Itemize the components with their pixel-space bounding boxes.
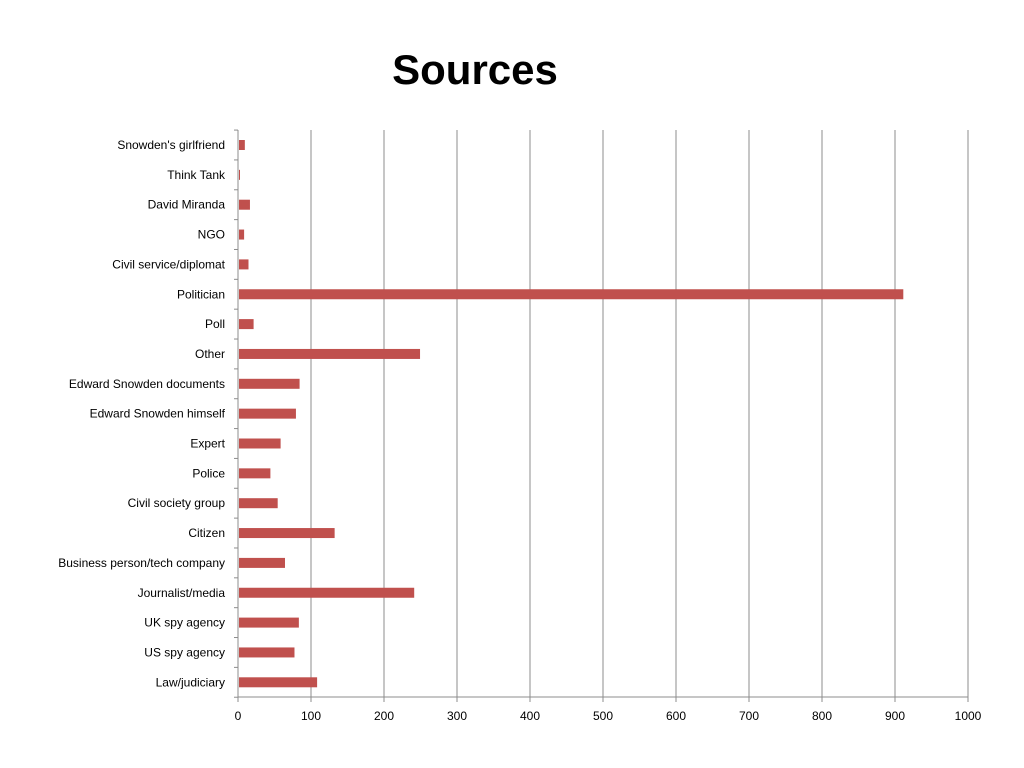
- x-tick-label: 400: [520, 709, 540, 723]
- bar: [239, 498, 278, 509]
- bar: [239, 647, 295, 658]
- category-label: David Miranda: [148, 198, 226, 212]
- category-labels: Snowden's girlfriend Think Tank David Mira…: [58, 138, 226, 689]
- x-tick-label: 900: [885, 709, 905, 723]
- x-tick-label: 600: [666, 709, 686, 723]
- bar: [239, 528, 335, 539]
- bar: [239, 378, 300, 389]
- bar: [239, 169, 240, 180]
- category-label: US spy agency: [144, 645, 225, 659]
- category-label: Civil society group: [128, 496, 226, 510]
- bar: [239, 438, 281, 449]
- category-label: Expert: [190, 437, 225, 451]
- category-label: Edward Snowden documents: [69, 377, 225, 391]
- bar: [239, 199, 250, 210]
- bar: [239, 259, 249, 270]
- bar: [239, 289, 904, 300]
- category-label: Citizen: [188, 526, 225, 540]
- category-label: Politician: [177, 287, 225, 301]
- x-tick-label: 500: [593, 709, 613, 723]
- x-tick-label: 0: [235, 709, 242, 723]
- bar: [239, 348, 421, 359]
- bar: [239, 468, 271, 479]
- chart-title: Sources: [392, 46, 558, 93]
- bars: [239, 140, 904, 688]
- bar: [239, 587, 415, 598]
- bar: [239, 617, 299, 628]
- category-label: Law/judiciary: [156, 675, 225, 689]
- axes: [234, 129, 969, 702]
- category-label: Poll: [205, 317, 225, 331]
- category-label: Other: [195, 347, 225, 361]
- category-label: Journalist/media: [138, 586, 226, 600]
- x-tick-label: 100: [301, 709, 321, 723]
- bar: [239, 677, 318, 688]
- x-tick-label: 1000: [955, 709, 982, 723]
- category-label: Business person/tech company: [58, 556, 225, 570]
- category-label: Snowden's girlfriend: [117, 138, 225, 152]
- x-tick-label: 800: [812, 709, 832, 723]
- tick-labels: 0 100 200 300 400 500 600 700 800 900 1000: [235, 709, 982, 723]
- bar: [239, 319, 254, 330]
- bar: [239, 140, 245, 150]
- category-label: UK spy agency: [144, 616, 225, 630]
- bar: [239, 229, 245, 240]
- category-label: Think Tank: [167, 168, 226, 182]
- category-label: NGO: [198, 228, 225, 242]
- bar: [239, 557, 285, 568]
- x-tick-label: 200: [374, 709, 394, 723]
- category-label: Police: [192, 466, 225, 480]
- x-tick-label: 700: [739, 709, 759, 723]
- bar: [239, 408, 296, 419]
- gridlines: [310, 130, 969, 697]
- category-label: Edward Snowden himself: [90, 407, 226, 421]
- category-label: Civil service/diplomat: [112, 257, 225, 271]
- x-tick-label: 300: [447, 709, 467, 723]
